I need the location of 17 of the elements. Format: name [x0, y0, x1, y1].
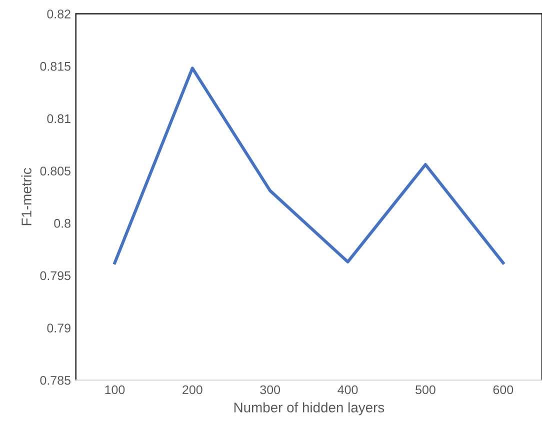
y-tick-label: 0.81 [47, 114, 70, 124]
x-tick-label: 500 [416, 385, 436, 394]
y-tick-label: 0.82 [47, 10, 70, 18]
x-tick-label: 100 [105, 385, 125, 394]
y-tick-label: 0.785 [40, 376, 70, 385]
y-tick-label: 0.805 [40, 166, 70, 176]
x-axis-title: Number of hidden layers [234, 402, 384, 416]
y-axis-title: F1-metric [21, 168, 32, 226]
x-tick-label: 600 [493, 385, 514, 394]
y-tick-label: 0.795 [40, 271, 70, 280]
x-tick-label: 300 [260, 385, 280, 394]
x-tick-label: 200 [182, 385, 202, 394]
x-tick-label: 400 [338, 385, 358, 394]
y-tick-label: 0.79 [47, 324, 70, 332]
y-tick-label: 0.8 [54, 218, 70, 228]
line-series [113, 66, 505, 264]
y-tick-label: 0.815 [40, 62, 70, 71]
